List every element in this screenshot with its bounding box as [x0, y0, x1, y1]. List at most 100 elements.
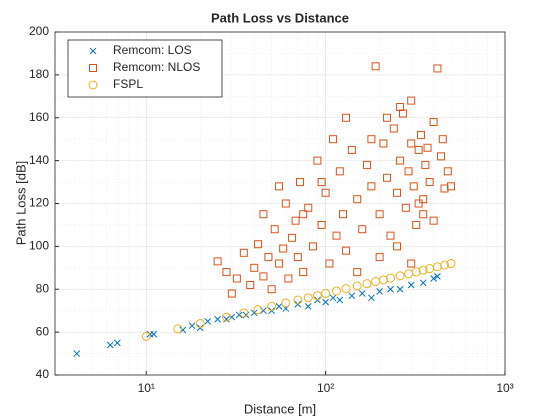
point	[296, 178, 305, 187]
point	[407, 259, 416, 268]
point	[254, 240, 263, 249]
point	[395, 271, 405, 281]
point	[339, 210, 348, 219]
point	[275, 303, 283, 310]
point	[317, 178, 326, 187]
point	[250, 263, 259, 272]
point	[398, 109, 407, 118]
point	[299, 268, 308, 277]
point	[404, 167, 413, 176]
point	[270, 225, 279, 234]
legend-box	[67, 39, 223, 98]
point	[223, 315, 230, 323]
y-tick-label: 200	[29, 24, 49, 38]
point	[383, 113, 392, 122]
point	[386, 231, 395, 240]
y-tick-label: 160	[29, 110, 49, 124]
point	[281, 199, 290, 208]
point	[411, 267, 421, 277]
point	[291, 216, 300, 225]
y-tick-label: 80	[36, 281, 50, 295]
point	[259, 272, 268, 281]
y-tick-label: 40	[36, 367, 50, 381]
y-tick-label: 100	[29, 239, 49, 253]
point	[407, 281, 415, 289]
point	[299, 210, 308, 219]
point	[150, 330, 158, 338]
point	[73, 350, 81, 357]
point	[264, 253, 273, 262]
point	[353, 195, 362, 204]
point	[429, 118, 438, 127]
point	[332, 231, 341, 240]
point	[358, 225, 367, 234]
legend: Remcom: LOS Remcom: NLOS FSPL	[67, 39, 223, 98]
point	[342, 246, 351, 255]
point	[421, 160, 430, 169]
point	[396, 156, 405, 165]
point	[321, 289, 331, 299]
point	[367, 135, 376, 144]
point	[329, 135, 338, 144]
point	[407, 96, 416, 105]
point	[267, 285, 276, 294]
point	[275, 182, 284, 191]
point	[195, 319, 205, 329]
point	[396, 285, 404, 293]
point	[353, 268, 362, 277]
point	[213, 257, 222, 266]
point	[396, 103, 405, 112]
point	[423, 143, 432, 152]
point	[416, 130, 425, 139]
point	[401, 203, 410, 212]
point	[443, 167, 452, 176]
point	[438, 135, 447, 144]
point	[313, 156, 322, 165]
point	[347, 145, 356, 154]
point	[221, 312, 231, 322]
point	[358, 290, 366, 297]
point	[321, 188, 330, 197]
point	[440, 184, 449, 193]
point	[253, 305, 263, 315]
point	[293, 253, 302, 262]
y-tick-label: 120	[29, 196, 49, 210]
point	[387, 285, 394, 293]
point	[279, 244, 288, 253]
point	[348, 292, 356, 300]
point	[425, 178, 434, 187]
point	[446, 259, 456, 269]
point	[214, 315, 221, 323]
x-tick-label: 10²	[317, 381, 334, 395]
point	[204, 318, 212, 325]
point	[239, 308, 249, 318]
point	[317, 220, 326, 229]
point	[336, 296, 344, 304]
point	[409, 182, 418, 191]
point	[362, 160, 371, 169]
point	[260, 307, 267, 315]
point	[227, 289, 236, 298]
legend-marker	[89, 64, 97, 72]
point	[414, 145, 423, 154]
y-axis-label: Path Loss [dB]	[13, 161, 28, 246]
point	[434, 273, 441, 280]
y-tick-label: 180	[29, 67, 49, 81]
point	[332, 286, 342, 296]
point	[303, 293, 313, 303]
point	[389, 124, 398, 133]
point	[393, 242, 402, 251]
point	[281, 298, 291, 308]
point	[312, 291, 322, 301]
point	[250, 309, 258, 317]
point	[368, 294, 375, 302]
point	[437, 152, 446, 161]
point	[375, 253, 384, 262]
point	[430, 275, 437, 282]
point	[412, 220, 421, 229]
point	[246, 280, 255, 289]
point	[308, 242, 317, 251]
y-tick-label: 60	[36, 324, 50, 338]
point	[379, 139, 388, 148]
legend-label: FSPL	[113, 77, 143, 91]
